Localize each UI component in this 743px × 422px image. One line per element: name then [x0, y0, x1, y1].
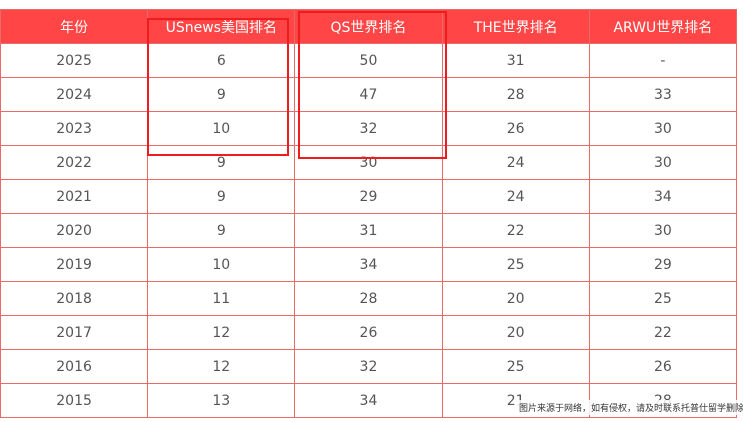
- header-qs-rank: QS世界排名: [294, 9, 443, 44]
- cell-the-rank: 26: [441, 111, 590, 146]
- header-year: 年份: [0, 9, 149, 44]
- cell-usnews-rank: 9: [147, 179, 296, 214]
- cell-year: 2024: [0, 77, 149, 112]
- cell-usnews-rank: 9: [147, 213, 296, 248]
- cell-arwu-rank: 33: [588, 77, 738, 112]
- cell-year: 2016: [0, 349, 149, 384]
- cell-the-rank: 28: [441, 77, 590, 112]
- cell-year: 2015: [0, 383, 149, 418]
- table-row: 2023 10 32 26 30: [0, 111, 738, 146]
- cell-qs-rank: 34: [294, 383, 443, 418]
- table-row: 2022 9 30 24 30: [0, 145, 738, 180]
- cell-usnews-rank: 12: [147, 349, 296, 384]
- cell-the-rank: 24: [441, 179, 590, 214]
- cell-qs-rank: 28: [294, 281, 443, 316]
- table-row: 2016 12 32 25 26: [0, 349, 738, 384]
- cell-usnews-rank: 10: [147, 111, 296, 146]
- cell-arwu-rank: 30: [588, 213, 738, 248]
- cell-arwu-rank: 25: [588, 281, 738, 316]
- table-row: 2017 12 26 20 22: [0, 315, 738, 350]
- cell-year: 2021: [0, 179, 149, 214]
- table-row: 2025 6 50 31-: [0, 43, 738, 78]
- university-ranking-table: 年份 USnews美国排名 QS世界排名 THE世界排名 ARWU世界排名 20…: [0, 9, 738, 418]
- cell-qs-rank: 29: [294, 179, 443, 214]
- table-row: 2021 9 29 24 34: [0, 179, 738, 214]
- cell-qs-rank: 32: [294, 349, 443, 384]
- cell-the-rank: 20: [441, 281, 590, 316]
- cell-year: 2018: [0, 281, 149, 316]
- cell-the-rank: 20: [441, 315, 590, 350]
- cell-usnews-rank: 9: [147, 77, 296, 112]
- cell-year: 2022: [0, 145, 149, 180]
- table-row: 2018 11 28 20 25: [0, 281, 738, 316]
- table-row: 2024 9 47 28 33: [0, 77, 738, 112]
- cell-usnews-rank: 10: [147, 247, 296, 282]
- cell-usnews-rank: 11: [147, 281, 296, 316]
- cell-the-rank: 25: [441, 247, 590, 282]
- cell-year: 2017: [0, 315, 149, 350]
- cell-arwu-rank: 30: [588, 111, 738, 146]
- cell-qs-rank: 31: [294, 213, 443, 248]
- cell-qs-rank: 34: [294, 247, 443, 282]
- cell-arwu-rank: 26: [588, 349, 738, 384]
- cell-the-rank: 25: [441, 349, 590, 384]
- cell-qs-rank: 32: [294, 111, 443, 146]
- table-header: 年份 USnews美国排名 QS世界排名 THE世界排名 ARWU世界排名: [0, 9, 738, 44]
- cell-year: 2020: [0, 213, 149, 248]
- image-source-watermark: 图片来源于网络，如有侵权，请及时联系托普仕留学删除: [517, 400, 743, 415]
- cell-qs-rank: 30: [294, 145, 443, 180]
- cell-usnews-rank: 13: [147, 383, 296, 418]
- table-row: 2019 10 34 25 29: [0, 247, 738, 282]
- cell-usnews-rank: 9: [147, 145, 296, 180]
- cell-qs-rank: 50: [294, 43, 443, 78]
- cell-year: 2023: [0, 111, 149, 146]
- header-usnews-rank: USnews美国排名: [147, 9, 296, 44]
- cell-arwu-rank: -: [588, 43, 738, 78]
- cell-arwu-rank: 29: [588, 247, 738, 282]
- cell-the-rank: 24: [441, 145, 590, 180]
- header-the-rank: THE世界排名: [441, 9, 590, 44]
- cell-year: 2025: [0, 43, 149, 78]
- header-row: 年份 USnews美国排名 QS世界排名 THE世界排名 ARWU世界排名: [0, 9, 738, 44]
- table-body: 2025 6 50 31-2024 9 47 28 33 2023 10 32 26 30 2022 9 30…: [0, 43, 738, 418]
- cell-qs-rank: 47: [294, 77, 443, 112]
- cell-usnews-rank: 12: [147, 315, 296, 350]
- cell-usnews-rank: 6: [147, 43, 296, 78]
- cell-arwu-rank: 30: [588, 145, 738, 180]
- cell-arwu-rank: 34: [588, 179, 738, 214]
- cell-qs-rank: 26: [294, 315, 443, 350]
- cell-the-rank: 31: [441, 43, 590, 78]
- cell-arwu-rank: 22: [588, 315, 738, 350]
- table-row: 2020 9 31 22 30: [0, 213, 738, 248]
- cell-the-rank: 22: [441, 213, 590, 248]
- header-arwu-rank: ARWU世界排名: [588, 9, 738, 44]
- cell-year: 2019: [0, 247, 149, 282]
